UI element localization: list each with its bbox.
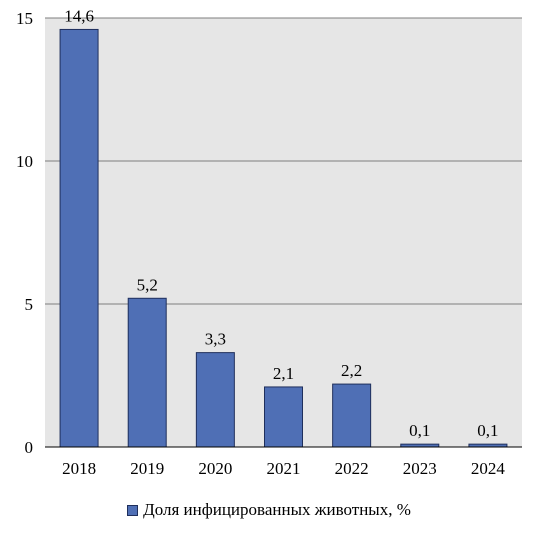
x-tick-label: 2018 [62, 459, 96, 478]
bar [59, 28, 99, 448]
data-label: 2,1 [273, 364, 294, 383]
x-tick-label: 2021 [267, 459, 301, 478]
x-tick-label: 2023 [403, 459, 437, 478]
y-axis-ticks: 0 5 10 15 [16, 9, 33, 457]
bar [264, 386, 303, 448]
x-tick-label: 2022 [335, 459, 369, 478]
data-label: 0,1 [409, 421, 430, 440]
data-label: 3,3 [205, 330, 226, 349]
bar [195, 352, 235, 448]
data-label: 2,2 [341, 361, 362, 380]
data-labels: 14,6 5,2 3,3 2,1 2,2 0,1 0,1 [64, 6, 498, 440]
x-tick-label: 2024 [471, 459, 506, 478]
gridlines [45, 17, 522, 305]
x-tick-label: 2019 [130, 459, 164, 478]
y-tick-label: 10 [16, 152, 33, 171]
bar [332, 383, 372, 448]
legend-label: Доля инфицированных животных, % [143, 500, 411, 519]
data-label: 0,1 [477, 421, 498, 440]
legend-swatch [127, 505, 139, 516]
plot-area [45, 18, 522, 447]
y-tick-label: 0 [25, 438, 34, 457]
x-tick-label: 2020 [198, 459, 232, 478]
bar [127, 297, 167, 448]
legend: Доля инфицированных животных, % [0, 500, 538, 520]
bars [59, 28, 508, 448]
x-axis-labels: 2018 2019 2020 2021 2022 2023 2024 [62, 459, 505, 478]
data-label: 5,2 [137, 275, 158, 294]
data-label: 14,6 [64, 6, 94, 25]
y-tick-label: 15 [16, 9, 33, 28]
y-tick-label: 5 [25, 295, 34, 314]
